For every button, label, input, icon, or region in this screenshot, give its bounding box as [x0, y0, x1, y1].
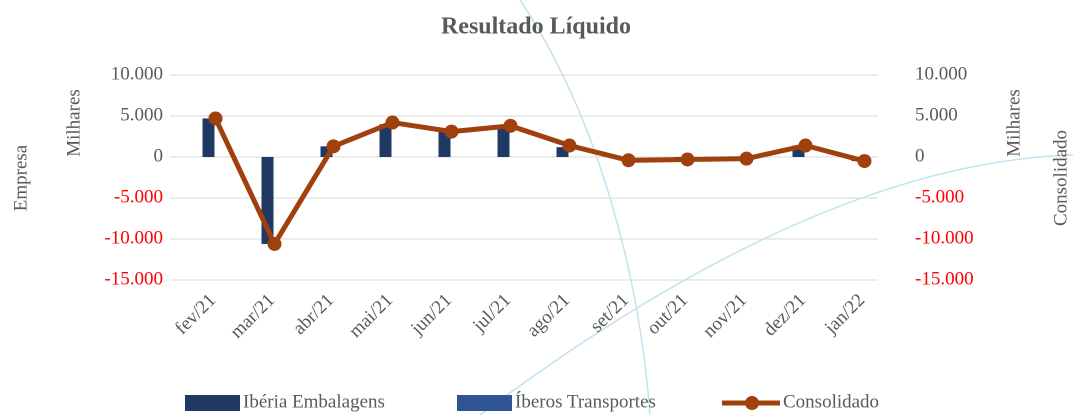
- decor-curve: [479, 154, 1073, 415]
- bar: [379, 124, 392, 157]
- line-marker: [208, 111, 223, 126]
- bar: [202, 118, 215, 157]
- x-tick-label: mai/21: [345, 290, 397, 342]
- x-tick-label: mar/21: [226, 290, 279, 343]
- legend-label: Ibéria Embalagens: [243, 391, 385, 412]
- x-tick-label: jul/21: [468, 290, 515, 337]
- y-unit-label: Milhares: [63, 89, 84, 157]
- legend-label: Consolidado: [783, 391, 879, 412]
- y2-tick-label: 0: [915, 145, 925, 166]
- y-tick-label: 10.000: [111, 63, 163, 84]
- line-marker: [680, 152, 695, 167]
- y-tick-label: -15.000: [104, 268, 163, 289]
- x-tick-label: dez/21: [759, 290, 810, 341]
- y-tick-label: 0: [154, 145, 164, 166]
- legend-label: Íberos Transportes: [515, 390, 656, 412]
- bar: [320, 146, 333, 157]
- x-tick-label: jun/21: [406, 290, 456, 340]
- chart-title: Resultado Líquido: [441, 14, 631, 40]
- bar: [792, 145, 805, 157]
- decor-curve: [519, 0, 651, 415]
- x-tick-label: ago/21: [523, 290, 574, 341]
- legend-swatch: [457, 395, 512, 411]
- y2-unit-label: Milhares: [1003, 89, 1024, 157]
- y-tick-label: -5.000: [114, 186, 163, 207]
- line-marker: [503, 118, 518, 133]
- y-tick-label: 5.000: [120, 104, 163, 125]
- x-tick-label: fev/21: [171, 290, 220, 339]
- line: [213, 117, 866, 247]
- line-marker: [798, 138, 813, 153]
- y2-tick-label: -10.000: [915, 227, 974, 248]
- line-marker: [621, 153, 636, 168]
- x-tick-label: set/21: [586, 290, 633, 337]
- x-tick-label: jan/22: [820, 290, 869, 339]
- line-marker: [385, 115, 400, 130]
- x-tick-label: abr/21: [289, 290, 338, 339]
- x-tick-label: out/21: [643, 290, 692, 339]
- x-tick-label: nov/21: [699, 290, 751, 342]
- y2-tick-label: -15.000: [915, 268, 974, 289]
- y-axis-title: Empresa: [10, 144, 31, 211]
- legend-swatch: [185, 395, 240, 411]
- line-marker: [326, 139, 341, 154]
- bar: [556, 147, 569, 157]
- line-marker: [857, 154, 872, 169]
- y-tick-label: -10.000: [104, 227, 163, 248]
- line-marker: [739, 151, 754, 166]
- line-marker: [562, 138, 577, 153]
- line-marker: [444, 124, 459, 139]
- bar: [497, 127, 510, 157]
- legend-swatch: [745, 396, 759, 410]
- y2-tick-label: 10.000: [915, 63, 967, 84]
- y2-tick-label: 5.000: [915, 104, 958, 125]
- line-marker: [267, 236, 282, 251]
- y2-axis-title: Consolidado: [1050, 130, 1071, 226]
- y2-tick-label: -5.000: [915, 186, 964, 207]
